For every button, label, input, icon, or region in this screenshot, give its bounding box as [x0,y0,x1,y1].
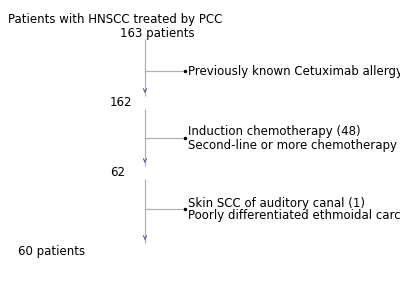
Text: 162: 162 [110,96,132,110]
Text: Induction chemotherapy (48): Induction chemotherapy (48) [188,126,361,139]
Text: 62: 62 [110,167,125,180]
Text: Poorly differentiated ethmoidal carcinoma (1): Poorly differentiated ethmoidal carcinom… [188,210,400,223]
Text: 163 patients: 163 patients [120,26,195,40]
Text: Second-line or more chemotherapy (52): Second-line or more chemotherapy (52) [188,139,400,151]
Text: Previously known Cetuximab allergy (1): Previously known Cetuximab allergy (1) [188,65,400,78]
Text: Patients with HNSCC treated by PCC: Patients with HNSCC treated by PCC [8,13,222,26]
Text: Skin SCC of auditory canal (1): Skin SCC of auditory canal (1) [188,196,365,210]
Text: 60 patients: 60 patients [18,244,85,257]
